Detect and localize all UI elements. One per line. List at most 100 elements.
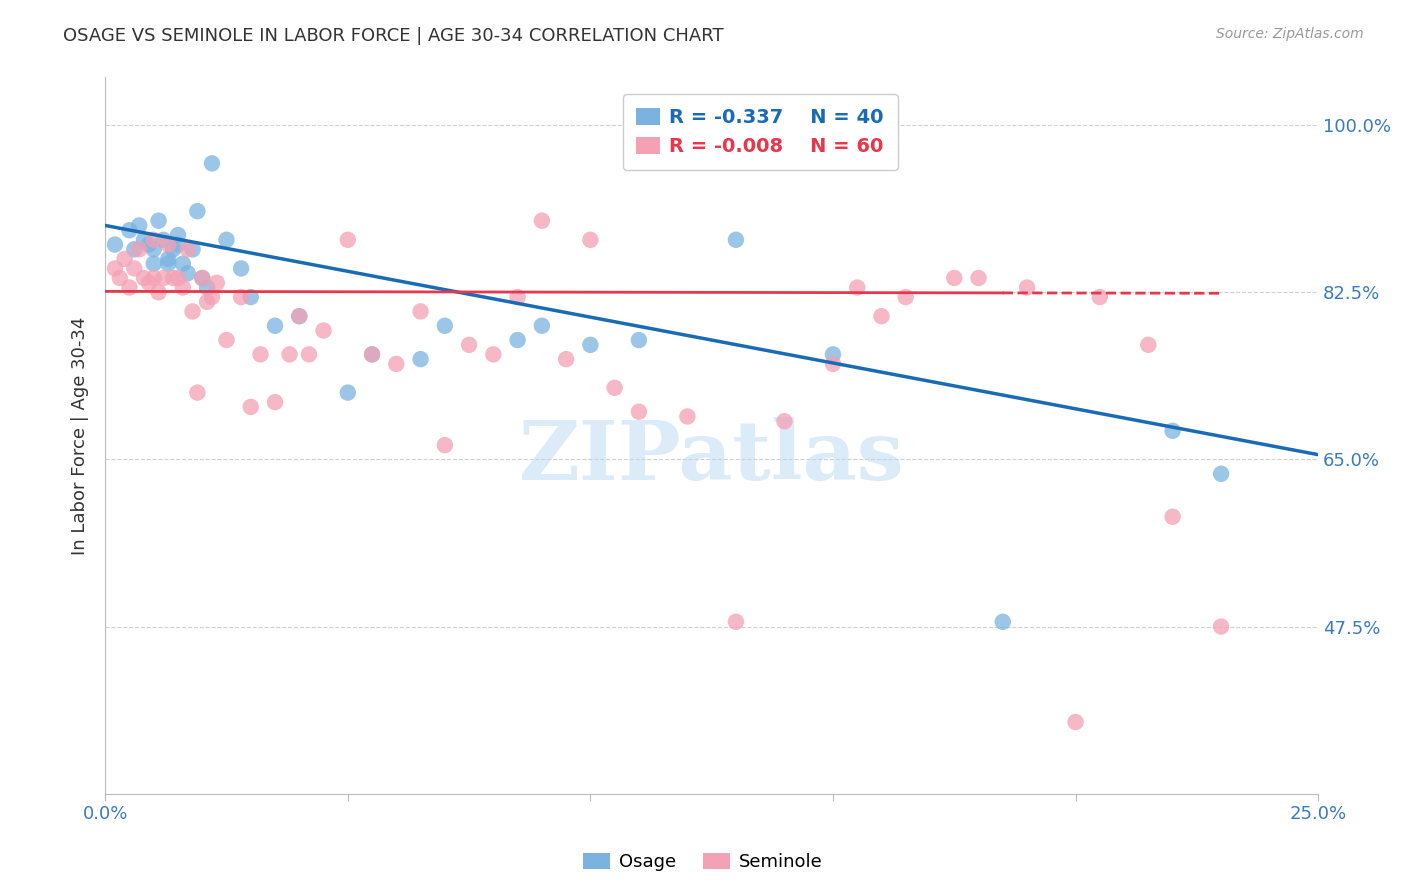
Point <box>176 243 198 257</box>
Point <box>361 347 384 361</box>
Point <box>1064 714 1087 729</box>
Point <box>114 252 136 266</box>
Point <box>157 257 180 271</box>
Point <box>239 400 262 414</box>
Point <box>967 271 990 285</box>
Point <box>506 290 529 304</box>
Point <box>530 213 553 227</box>
Text: OSAGE VS SEMINOLE IN LABOR FORCE | AGE 30-34 CORRELATION CHART: OSAGE VS SEMINOLE IN LABOR FORCE | AGE 3… <box>63 27 724 45</box>
Point <box>128 219 150 233</box>
Point <box>482 347 505 361</box>
Point <box>118 280 141 294</box>
Point <box>846 280 869 294</box>
Point <box>186 385 208 400</box>
Point <box>991 615 1014 629</box>
Point <box>433 318 456 333</box>
Point <box>336 385 359 400</box>
Point <box>579 233 602 247</box>
Point <box>128 243 150 257</box>
Point <box>172 257 194 271</box>
Point <box>361 347 384 361</box>
Point <box>229 290 252 304</box>
Point <box>205 276 228 290</box>
Point <box>264 395 287 409</box>
Point <box>138 276 160 290</box>
Point <box>191 271 214 285</box>
Point <box>215 333 238 347</box>
Point <box>627 405 650 419</box>
Point <box>409 304 432 318</box>
Point <box>162 243 184 257</box>
Point <box>458 338 481 352</box>
Point <box>142 233 165 247</box>
Point <box>201 156 224 170</box>
Point <box>108 271 131 285</box>
Text: Source: ZipAtlas.com: Source: ZipAtlas.com <box>1216 27 1364 41</box>
Point <box>195 294 218 309</box>
Point <box>148 285 170 300</box>
Point <box>229 261 252 276</box>
Point <box>724 233 747 247</box>
Point <box>142 243 165 257</box>
Point <box>157 252 180 266</box>
Point <box>152 233 174 247</box>
Point <box>176 266 198 280</box>
Point <box>579 338 602 352</box>
Point <box>132 271 155 285</box>
Point <box>385 357 408 371</box>
Point <box>943 271 966 285</box>
Point <box>172 280 194 294</box>
Point <box>1088 290 1111 304</box>
Point <box>118 223 141 237</box>
Point <box>142 257 165 271</box>
Point <box>433 438 456 452</box>
Point <box>132 233 155 247</box>
Point <box>201 290 224 304</box>
Y-axis label: In Labor Force | Age 30-34: In Labor Force | Age 30-34 <box>72 317 89 555</box>
Point <box>152 271 174 285</box>
Point <box>676 409 699 424</box>
Point <box>288 309 311 323</box>
Point <box>724 615 747 629</box>
Point <box>627 333 650 347</box>
Point <box>104 237 127 252</box>
Legend: Osage, Seminole: Osage, Seminole <box>575 846 831 879</box>
Point <box>104 261 127 276</box>
Point <box>138 237 160 252</box>
Point <box>195 280 218 294</box>
Point <box>894 290 917 304</box>
Point <box>1209 619 1232 633</box>
Point <box>249 347 271 361</box>
Point <box>167 227 190 242</box>
Point <box>167 237 190 252</box>
Point <box>288 309 311 323</box>
Point <box>555 352 578 367</box>
Point <box>1015 280 1038 294</box>
Point <box>124 243 146 257</box>
Point <box>773 414 796 428</box>
Point <box>239 290 262 304</box>
Point <box>298 347 321 361</box>
Point <box>1161 424 1184 438</box>
Point <box>870 309 893 323</box>
Point <box>186 204 208 219</box>
Point <box>1137 338 1160 352</box>
Point <box>312 324 335 338</box>
Point <box>215 233 238 247</box>
Point <box>603 381 626 395</box>
Legend: R = -0.337    N = 40, R = -0.008    N = 60: R = -0.337 N = 40, R = -0.008 N = 60 <box>623 95 897 170</box>
Point <box>1161 509 1184 524</box>
Point <box>181 304 204 318</box>
Point <box>124 261 146 276</box>
Point <box>157 237 180 252</box>
Point <box>264 318 287 333</box>
Point <box>148 213 170 227</box>
Point <box>336 233 359 247</box>
Point <box>162 271 184 285</box>
Text: ZIPatlas: ZIPatlas <box>519 417 904 497</box>
Point <box>142 271 165 285</box>
Point <box>506 333 529 347</box>
Point <box>1209 467 1232 481</box>
Point <box>821 347 844 361</box>
Point <box>278 347 301 361</box>
